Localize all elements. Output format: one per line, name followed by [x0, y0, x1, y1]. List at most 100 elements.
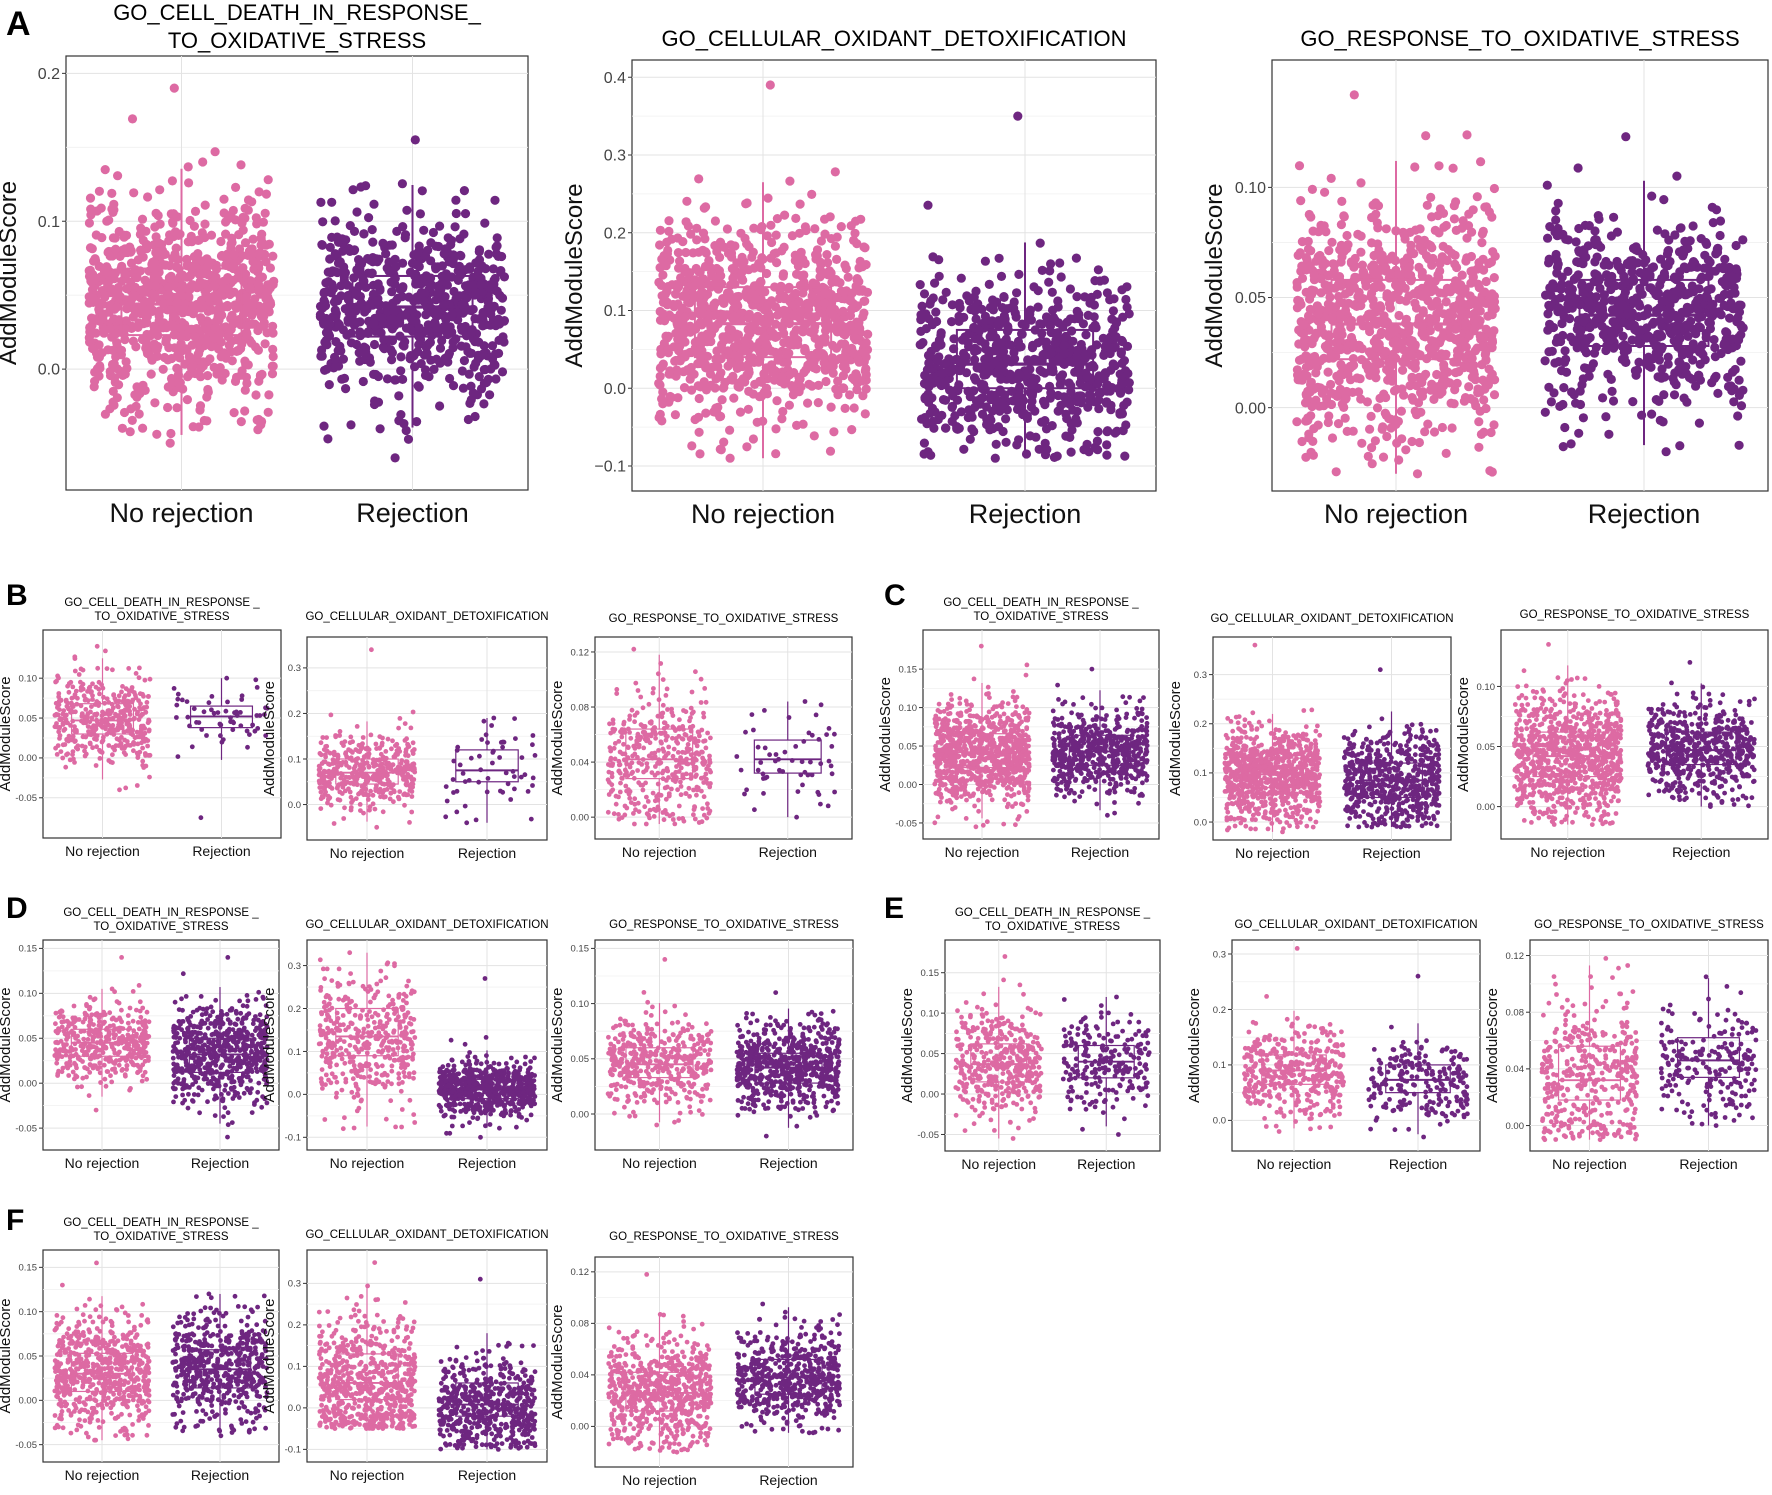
chart-panel-A-2: −0.10.00.10.20.30.4GO_CELLULAR_OXIDANT_D… — [561, 26, 1157, 529]
data-point — [147, 774, 152, 780]
data-point — [1364, 361, 1374, 372]
data-point — [1370, 436, 1380, 446]
data-point — [443, 329, 453, 340]
data-point — [1365, 424, 1375, 434]
data-point — [160, 249, 170, 259]
data-point — [164, 283, 174, 293]
data-point — [433, 289, 443, 299]
data-point — [1655, 330, 1666, 340]
data-point — [736, 228, 746, 238]
data-point — [88, 293, 98, 303]
data-point — [940, 380, 950, 390]
data-point — [1375, 393, 1385, 403]
data-point — [1035, 238, 1045, 248]
data-point — [1326, 379, 1336, 390]
data-point — [673, 248, 684, 258]
data-point — [107, 359, 118, 370]
data-point — [1417, 267, 1427, 277]
data-point — [931, 307, 941, 317]
data-point — [1117, 358, 1127, 368]
chart-panel-A-1: 0.00.10.2GO_CELL_DEATH_IN_RESPONSE_TO_OX… — [0, 0, 529, 528]
data-point — [1082, 372, 1092, 382]
data-point — [1356, 178, 1366, 188]
data-point — [694, 393, 704, 404]
data-point — [1356, 301, 1366, 311]
data-point — [445, 373, 455, 384]
data-point — [674, 334, 684, 344]
data-point — [1451, 225, 1461, 235]
data-point — [466, 381, 476, 391]
data-point — [1619, 318, 1629, 328]
data-point — [980, 354, 990, 364]
data-point — [125, 427, 135, 437]
x-tick-label: No rejection — [65, 843, 140, 859]
data-point — [693, 381, 703, 391]
data-point — [785, 176, 795, 186]
data-point — [150, 258, 160, 268]
data-point — [1040, 438, 1050, 448]
data-point — [325, 242, 335, 252]
data-point — [1294, 161, 1305, 171]
data-point — [268, 328, 278, 338]
data-point — [1425, 313, 1435, 324]
data-point — [1634, 299, 1644, 309]
data-point — [1038, 396, 1049, 406]
data-point — [772, 214, 783, 224]
data-point — [1608, 396, 1619, 406]
data-point — [1619, 291, 1629, 301]
data-point — [448, 256, 458, 266]
data-point — [999, 292, 1009, 302]
data-point — [1301, 265, 1311, 275]
data-point — [1474, 442, 1484, 452]
data-point — [1675, 441, 1685, 451]
data-point — [813, 398, 823, 408]
data-point — [748, 434, 759, 444]
data-point — [1372, 218, 1382, 228]
data-point — [1010, 354, 1020, 364]
data-point — [100, 165, 110, 175]
data-point — [119, 232, 129, 242]
data-point — [934, 352, 944, 362]
data-point — [831, 355, 841, 365]
data-point — [1066, 447, 1076, 457]
data-point — [863, 329, 873, 339]
data-point — [493, 251, 503, 261]
data-point — [1011, 312, 1021, 322]
data-point — [726, 240, 736, 250]
data-point — [261, 302, 271, 312]
data-point — [172, 403, 182, 413]
data-point — [223, 331, 233, 342]
data-point — [1670, 294, 1680, 304]
data-point — [1306, 212, 1316, 222]
data-point — [499, 337, 509, 347]
data-point — [183, 162, 193, 172]
data-point — [813, 380, 824, 390]
data-point — [1346, 375, 1356, 385]
data-point — [1481, 324, 1491, 334]
data-point — [1334, 291, 1344, 302]
data-point — [1115, 388, 1126, 398]
data-point — [986, 390, 996, 400]
data-point — [1398, 365, 1408, 375]
chart-title: GO_CELLULAR_OXIDANT_DETOXIFICATION — [662, 26, 1127, 51]
data-point — [387, 355, 397, 365]
data-point — [387, 314, 397, 324]
data-point — [133, 671, 139, 676]
data-point — [439, 249, 449, 259]
data-point — [732, 363, 742, 373]
data-point — [1571, 237, 1581, 247]
data-point — [1567, 387, 1577, 397]
data-point — [829, 427, 839, 437]
data-point — [996, 271, 1007, 281]
data-point — [672, 319, 682, 329]
chart-panel-B-1: -0.050.000.050.10GO_CELL_DEATH_IN_RESPON… — [0, 597, 282, 859]
data-point — [795, 199, 805, 209]
data-point — [1720, 338, 1730, 348]
data-point — [147, 676, 153, 682]
data-point — [1449, 214, 1459, 224]
data-point — [342, 280, 352, 290]
data-point — [1313, 252, 1323, 262]
data-point — [807, 291, 817, 301]
data-point — [1122, 397, 1132, 407]
data-point — [734, 291, 744, 302]
